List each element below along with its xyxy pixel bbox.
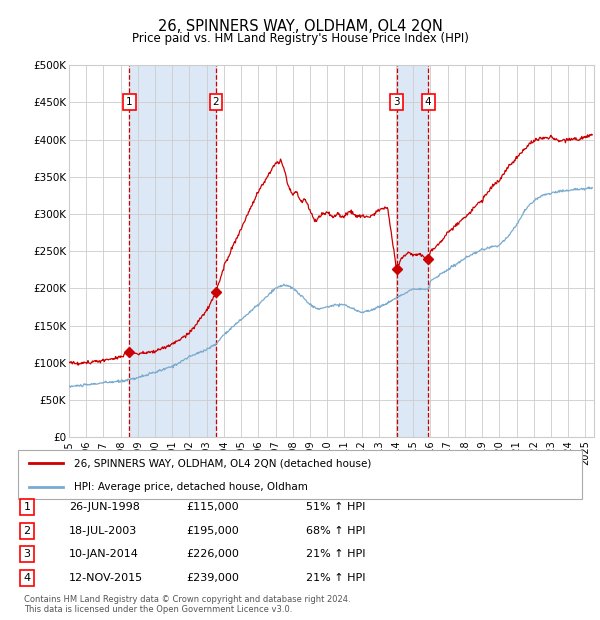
Text: HPI: Average price, detached house, Oldham: HPI: Average price, detached house, Oldh… <box>74 482 308 492</box>
Text: Contains HM Land Registry data © Crown copyright and database right 2024.: Contains HM Land Registry data © Crown c… <box>24 595 350 604</box>
Text: 68% ↑ HPI: 68% ↑ HPI <box>306 526 365 536</box>
Text: 10-JAN-2014: 10-JAN-2014 <box>69 549 139 559</box>
Text: £195,000: £195,000 <box>186 526 239 536</box>
Text: 21% ↑ HPI: 21% ↑ HPI <box>306 573 365 583</box>
Bar <box>397 65 428 437</box>
Text: £239,000: £239,000 <box>186 573 239 583</box>
Text: 26-JUN-1998: 26-JUN-1998 <box>69 502 140 512</box>
Text: 26, SPINNERS WAY, OLDHAM, OL4 2QN: 26, SPINNERS WAY, OLDHAM, OL4 2QN <box>158 19 442 33</box>
Text: 26, SPINNERS WAY, OLDHAM, OL4 2QN (detached house): 26, SPINNERS WAY, OLDHAM, OL4 2QN (detac… <box>74 458 372 468</box>
Text: 2: 2 <box>212 97 220 107</box>
Text: 3: 3 <box>393 97 400 107</box>
Text: 21% ↑ HPI: 21% ↑ HPI <box>306 549 365 559</box>
Text: 4: 4 <box>23 573 31 583</box>
Text: £226,000: £226,000 <box>186 549 239 559</box>
Text: Price paid vs. HM Land Registry's House Price Index (HPI): Price paid vs. HM Land Registry's House … <box>131 32 469 45</box>
Text: 1: 1 <box>126 97 133 107</box>
Text: 2: 2 <box>23 526 31 536</box>
Text: This data is licensed under the Open Government Licence v3.0.: This data is licensed under the Open Gov… <box>24 604 292 614</box>
Text: 4: 4 <box>425 97 431 107</box>
Text: £115,000: £115,000 <box>186 502 239 512</box>
Text: 3: 3 <box>23 549 31 559</box>
Text: 1: 1 <box>23 502 31 512</box>
Bar <box>129 65 216 437</box>
Text: 51% ↑ HPI: 51% ↑ HPI <box>306 502 365 512</box>
FancyBboxPatch shape <box>18 450 582 499</box>
Text: 18-JUL-2003: 18-JUL-2003 <box>69 526 137 536</box>
Text: 12-NOV-2015: 12-NOV-2015 <box>69 573 143 583</box>
